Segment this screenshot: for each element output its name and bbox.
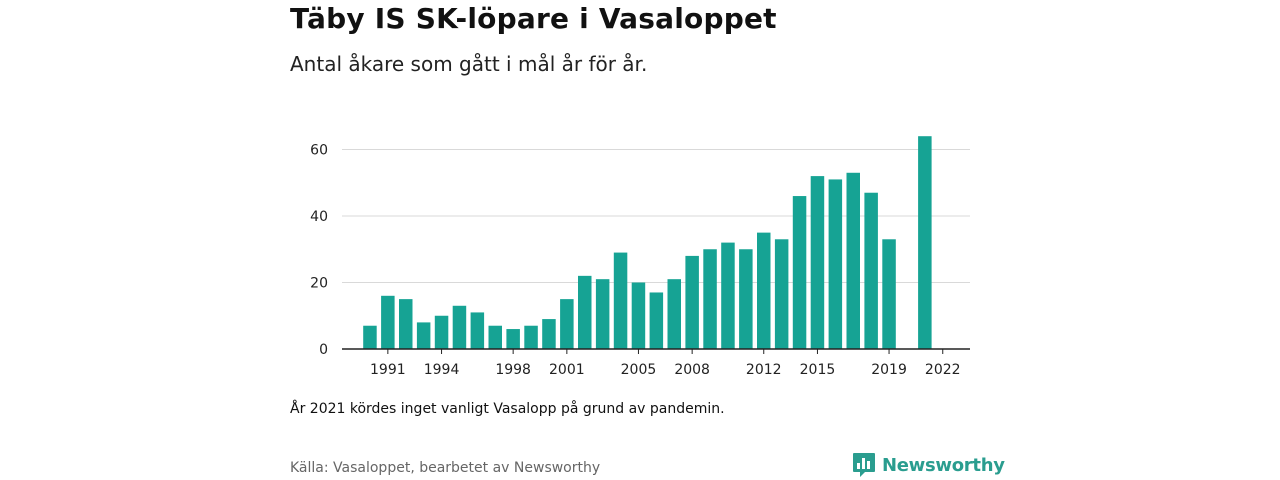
x-tick-label: 1991: [370, 362, 406, 378]
x-tick-label: 2012: [746, 362, 782, 378]
x-tick-label: 1998: [495, 362, 531, 378]
bar-2003: [595, 279, 610, 349]
bar-2021: [918, 136, 932, 349]
source-text: Källa: Vasaloppet, bearbetet av Newswort…: [290, 460, 601, 476]
bar-1990: [363, 325, 377, 349]
bar-2010: [721, 242, 735, 349]
x-axis-ticks: 1991 1994 1998 2001 2005 2008 2012 2015 2019 2022: [370, 349, 961, 378]
bar-2006: [649, 292, 664, 349]
bar-1993: [416, 322, 431, 349]
chart-note: År 2021 kördes inget vanligt Vasalopp på…: [290, 401, 725, 417]
x-tick-label: 2005: [621, 362, 657, 378]
bar-2004: [613, 252, 628, 349]
bar-1998: [506, 329, 520, 349]
chart-subtitle: Antal åkare som gått i mål år för år.: [290, 52, 648, 76]
bar-2001: [560, 299, 574, 349]
bar-2014: [792, 196, 807, 349]
bar-1999: [524, 325, 538, 349]
bar-2005: [631, 282, 646, 349]
y-tick-label: 60: [310, 143, 328, 159]
x-tick-label: 2022: [925, 362, 961, 378]
newsworthy-logo-icon: [853, 453, 875, 477]
chart-title: Täby IS SK-löpare i Vasaloppet: [290, 2, 777, 35]
x-tick-label: 2019: [871, 362, 907, 378]
y-tick-label: 40: [310, 209, 328, 225]
bar-2002: [578, 275, 592, 349]
bar-1996: [470, 312, 485, 349]
x-tick-label: 1994: [424, 362, 460, 378]
bar-2008: [685, 255, 699, 349]
bar-1992: [399, 299, 413, 349]
bar-2015: [810, 176, 825, 349]
bar-1991: [381, 295, 395, 349]
bar-2019: [882, 239, 896, 349]
bar-1995: [452, 305, 467, 349]
y-tick-label: 20: [310, 276, 328, 292]
bar-2009: [703, 249, 717, 349]
newsworthy-logo: Newsworthy: [852, 452, 1005, 478]
bar-2011: [739, 249, 753, 349]
bars: [363, 136, 932, 349]
x-tick-label: 2008: [674, 362, 710, 378]
bar-2017: [846, 172, 860, 349]
bar-2018: [864, 192, 878, 349]
y-axis-ticks: 0 20 40 60: [310, 143, 328, 359]
bar-2007: [667, 279, 681, 349]
bar-2000: [542, 319, 556, 349]
y-tick-label: 0: [319, 342, 328, 358]
x-tick-label: 2015: [800, 362, 836, 378]
bar-chart: 0 20 40 60 1991 1994 1998 2001 2005 2008 2012 2015…: [310, 136, 970, 378]
x-tick-label: 2001: [549, 362, 585, 378]
newsworthy-logo-text: Newsworthy: [882, 454, 1005, 476]
bar-2016: [828, 179, 843, 349]
bar-2012: [757, 232, 771, 349]
bar-1994: [434, 315, 449, 349]
bar-2013: [774, 239, 789, 349]
bar-1997: [488, 325, 502, 349]
